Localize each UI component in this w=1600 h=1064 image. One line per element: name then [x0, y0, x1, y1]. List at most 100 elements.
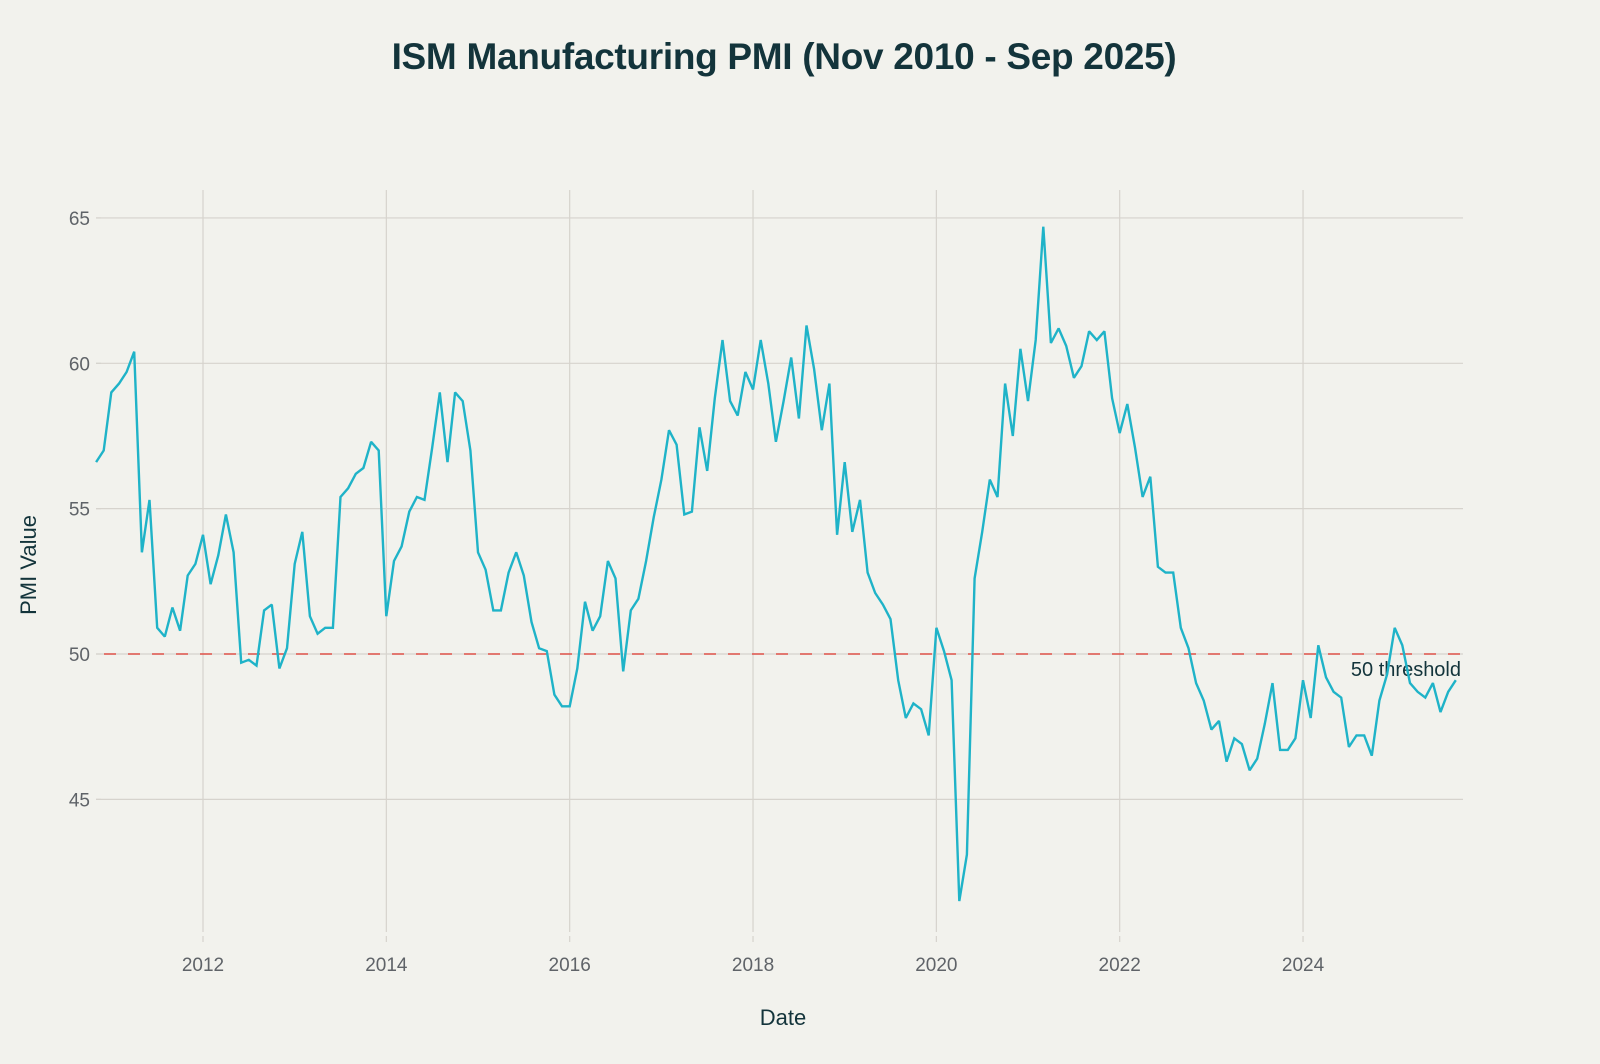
data-point	[1125, 401, 1130, 406]
data-point	[1316, 643, 1321, 648]
data-point	[544, 649, 549, 654]
data-point	[1232, 736, 1237, 741]
data-point	[1293, 736, 1298, 741]
data-point	[1377, 698, 1382, 703]
x-tick-label: 2024	[1282, 955, 1325, 976]
data-point	[384, 614, 389, 619]
data-point	[262, 608, 267, 613]
data-point	[590, 628, 595, 633]
data-point	[1415, 689, 1420, 694]
data-point	[216, 553, 221, 558]
data-point	[1438, 710, 1443, 715]
data-point	[422, 497, 427, 502]
series-group	[94, 226, 1457, 902]
data-point	[109, 390, 114, 395]
x-tick-label: 2012	[182, 955, 224, 976]
data-point	[537, 646, 542, 651]
data-point	[1171, 570, 1176, 575]
data-point	[346, 486, 351, 491]
data-point	[796, 416, 801, 421]
data-point	[1430, 681, 1435, 686]
data-point	[789, 355, 794, 360]
data-point	[689, 509, 694, 514]
data-point	[1132, 445, 1137, 450]
data-point	[139, 550, 144, 555]
y-axis-title: PMI Value	[16, 515, 41, 615]
data-point	[949, 678, 954, 683]
series-line	[95, 226, 1457, 902]
data-point	[712, 396, 717, 401]
data-point	[1018, 346, 1023, 351]
data-point	[116, 381, 121, 386]
data-point	[239, 660, 244, 665]
data-point	[705, 468, 710, 473]
data-point	[582, 599, 587, 604]
data-point	[781, 399, 786, 404]
data-point	[896, 678, 901, 683]
data-point	[1301, 678, 1306, 683]
data-point	[414, 495, 419, 500]
y-tick-label: 45	[69, 790, 90, 811]
data-point	[1385, 672, 1390, 677]
data-point	[850, 529, 855, 534]
data-point	[873, 590, 878, 595]
data-point	[1056, 326, 1061, 331]
data-point	[1178, 625, 1183, 630]
y-tick-label: 60	[69, 354, 90, 375]
data-point	[269, 602, 274, 607]
data-point	[666, 428, 671, 433]
data-point	[613, 576, 618, 581]
data-point	[246, 657, 251, 662]
data-point	[1354, 733, 1359, 738]
data-point	[1285, 747, 1290, 752]
data-point	[964, 852, 969, 857]
data-point	[758, 338, 763, 343]
data-point	[132, 349, 137, 354]
data-point	[651, 515, 656, 520]
data-point	[201, 532, 206, 537]
data-point	[330, 625, 335, 630]
data-point	[835, 532, 840, 537]
data-point	[514, 550, 519, 555]
data-point	[124, 370, 129, 375]
data-point	[1117, 431, 1122, 436]
data-point	[1110, 396, 1115, 401]
data-point	[498, 608, 503, 613]
data-point	[926, 733, 931, 738]
data-point	[231, 550, 236, 555]
data-point	[1224, 759, 1229, 764]
data-point	[399, 544, 404, 549]
x-tick-labels: 2012 2014 2016 2018 2020 2022 2024	[182, 955, 1325, 976]
data-point	[1346, 745, 1351, 750]
data-point	[185, 573, 190, 578]
data-point	[735, 413, 740, 418]
data-point	[453, 390, 458, 395]
data-point	[728, 399, 733, 404]
data-point	[430, 445, 435, 450]
data-point	[682, 512, 687, 517]
data-point	[888, 617, 893, 622]
x-axis-title: Date	[760, 1005, 806, 1030]
data-point	[773, 439, 778, 444]
data-point	[162, 634, 167, 639]
data-point	[94, 460, 99, 465]
data-point	[445, 460, 450, 465]
data-point	[292, 561, 297, 566]
data-point	[468, 448, 473, 453]
data-point	[560, 704, 565, 709]
data-point	[659, 477, 664, 482]
x-gridlines	[202, 190, 1304, 942]
data-point	[361, 465, 366, 470]
data-point	[101, 448, 106, 453]
data-point	[628, 608, 633, 613]
data-point	[674, 442, 679, 447]
data-point	[812, 367, 817, 372]
data-point	[323, 625, 328, 630]
data-point	[1308, 715, 1313, 720]
data-point	[880, 602, 885, 607]
data-point	[743, 370, 748, 375]
data-point	[575, 666, 580, 671]
data-point	[1323, 675, 1328, 680]
y-tick-label: 55	[69, 500, 90, 521]
data-point	[1102, 329, 1107, 334]
